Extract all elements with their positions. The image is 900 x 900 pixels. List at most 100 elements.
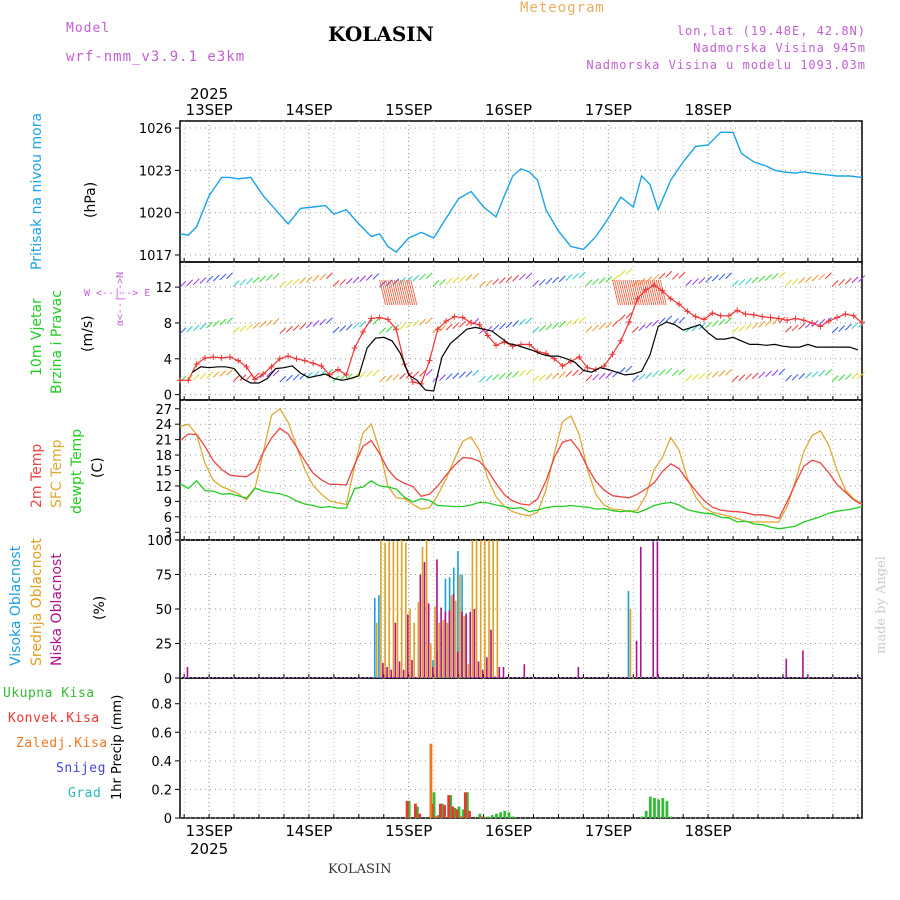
precip-bar bbox=[455, 809, 459, 818]
wind-barb bbox=[439, 278, 446, 286]
wind-barb bbox=[678, 316, 686, 324]
wind-barb bbox=[179, 327, 187, 335]
cloud-bar bbox=[386, 666, 388, 678]
wind-hatch bbox=[612, 279, 619, 306]
wind-barb bbox=[705, 321, 712, 329]
date-label-bottom: 17SEP bbox=[585, 822, 632, 840]
wind-barb bbox=[326, 317, 333, 325]
cloud-bar bbox=[432, 666, 434, 678]
wind-barb bbox=[705, 371, 712, 379]
wind-hatch bbox=[653, 279, 661, 306]
date-label-top: 13SEP bbox=[186, 101, 233, 119]
y-tick-label: 12 bbox=[155, 281, 172, 296]
cloud-bar bbox=[479, 540, 482, 678]
wind-barb bbox=[618, 314, 626, 322]
wind-gust-marker bbox=[817, 323, 824, 330]
precip-bar bbox=[503, 810, 507, 818]
precip-bar bbox=[461, 809, 465, 818]
cloud-bar bbox=[402, 669, 405, 678]
wind-hatch bbox=[657, 279, 665, 306]
wind-barb bbox=[798, 277, 806, 284]
wind-barb bbox=[838, 278, 846, 286]
wind-hatch bbox=[397, 279, 405, 306]
cloud-bar bbox=[375, 622, 378, 678]
wind-gust-marker bbox=[476, 321, 483, 328]
y-tick-label: 25 bbox=[155, 638, 172, 653]
wind-barb bbox=[592, 373, 599, 381]
cloud-bar bbox=[396, 541, 399, 678]
cloud-bar bbox=[186, 666, 189, 678]
wind-gust-marker bbox=[409, 379, 416, 386]
y-tick-label: 1023 bbox=[139, 164, 172, 179]
y-tick-label: 24 bbox=[155, 418, 172, 433]
wind-hatch bbox=[622, 279, 630, 306]
wind-barb bbox=[306, 321, 313, 329]
wind-barb bbox=[192, 278, 200, 286]
panel-frame-pressure bbox=[179, 120, 863, 263]
wind-barb bbox=[532, 280, 539, 287]
wind-gust-marker bbox=[684, 308, 691, 315]
wind-barb bbox=[572, 318, 579, 325]
wind-gust-marker bbox=[784, 317, 791, 324]
precip-bar bbox=[459, 816, 463, 818]
wind-barb bbox=[299, 323, 307, 330]
y-tick-label: 15 bbox=[155, 465, 172, 480]
sfc-temp-line bbox=[179, 407, 863, 523]
wind-barb bbox=[372, 318, 380, 325]
product-title: Meteogram bbox=[520, 0, 605, 16]
wind-hatch bbox=[637, 279, 644, 306]
cloud-bar bbox=[467, 664, 470, 678]
wind-gust-marker bbox=[384, 316, 391, 323]
cloud-bar bbox=[388, 541, 391, 678]
wind-gust-marker bbox=[692, 313, 699, 320]
wind-barb bbox=[219, 318, 227, 326]
wind-barb bbox=[226, 272, 233, 280]
wind-barb bbox=[232, 326, 240, 334]
wind-barb bbox=[459, 320, 466, 328]
cloud-bar bbox=[656, 541, 659, 678]
wind-barb bbox=[578, 316, 586, 324]
wind-barb bbox=[745, 373, 752, 381]
wind-barb bbox=[485, 279, 493, 287]
wind-barb bbox=[352, 322, 360, 330]
wind-barb bbox=[319, 273, 327, 281]
cloud-bar bbox=[392, 541, 395, 678]
wind-barb bbox=[239, 278, 247, 286]
wind-gust-marker bbox=[651, 282, 658, 289]
wind-barb bbox=[725, 369, 732, 376]
wind-barb bbox=[632, 375, 639, 382]
wind-barb bbox=[399, 323, 406, 330]
cloud-bar bbox=[463, 615, 465, 678]
wind-barb bbox=[472, 369, 480, 377]
precip-bar bbox=[665, 800, 669, 818]
wind-barb bbox=[412, 320, 420, 327]
wind-gust-marker bbox=[584, 364, 591, 371]
wind-barb bbox=[685, 374, 693, 382]
wind-hatch bbox=[383, 279, 391, 306]
wind-gust-marker bbox=[792, 315, 799, 322]
wind-barb bbox=[785, 325, 792, 333]
wind-barb bbox=[678, 271, 686, 279]
wind-hatch bbox=[645, 279, 653, 306]
wind-hatch bbox=[614, 279, 621, 306]
wind-barb bbox=[585, 374, 593, 382]
wind-hatch bbox=[393, 279, 401, 306]
cloud-bar bbox=[461, 611, 463, 678]
wind-barb bbox=[432, 375, 440, 382]
cloud-bar bbox=[785, 658, 788, 678]
date-label-top: 14SEP bbox=[285, 101, 332, 119]
wind-barb bbox=[698, 277, 706, 284]
wind-barb bbox=[339, 325, 347, 332]
wind-barb bbox=[206, 321, 213, 329]
cloud-bar bbox=[398, 661, 401, 678]
wind-barb bbox=[592, 278, 599, 286]
wind-gust-marker bbox=[667, 295, 674, 302]
wind-barb bbox=[545, 277, 553, 285]
wind-barb bbox=[425, 272, 433, 280]
wind-barb bbox=[818, 273, 826, 281]
wind-gust-marker bbox=[359, 328, 366, 335]
wind-barb bbox=[805, 371, 812, 379]
cloud-bar bbox=[444, 611, 447, 678]
model-label: Model bbox=[66, 21, 111, 36]
wind-barb bbox=[392, 373, 400, 381]
